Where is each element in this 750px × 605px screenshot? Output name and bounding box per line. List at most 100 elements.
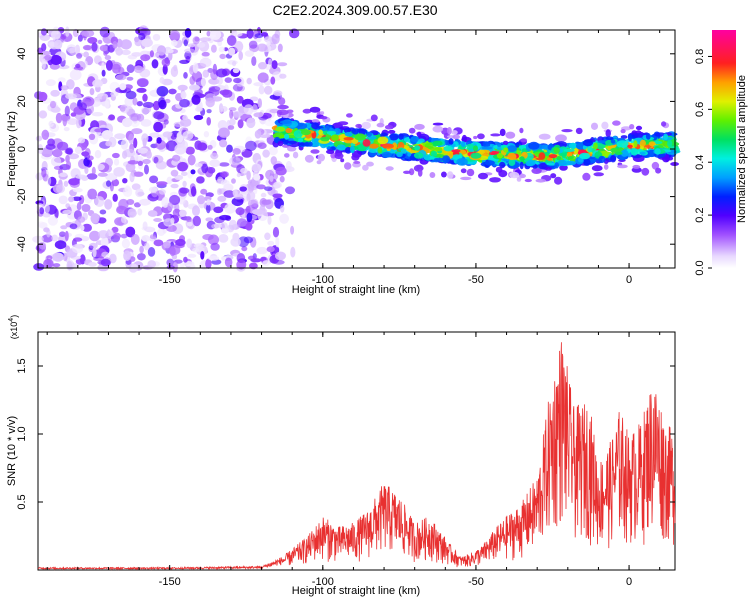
heatmap-cell: [519, 161, 524, 170]
heatmap-cell: [55, 112, 63, 124]
heatmap-cell: [108, 136, 117, 148]
heatmap-cell: [189, 76, 196, 85]
heatmap-cell: [205, 217, 214, 222]
heatmap-cell: [76, 202, 82, 211]
heatmap-cell: [54, 240, 67, 250]
heatmap-cell: [179, 59, 190, 64]
heatmap-cell: [545, 166, 552, 171]
heatmap-cell: [310, 149, 320, 154]
heatmap-cell: [134, 38, 143, 47]
heatmap-cell: [326, 149, 335, 154]
heatmap-cell: [41, 58, 47, 70]
heatmap-cell: [132, 97, 138, 106]
heatmap-cell: [137, 147, 149, 154]
heatmap-cell: [190, 186, 197, 197]
heatmap-cell: [89, 230, 101, 242]
heatmap-cell: [140, 50, 150, 55]
heatmap-cell: [284, 133, 290, 140]
snr-y-ticks: 0.5 1.0 1.5: [16, 358, 675, 510]
heatmap-cell: [56, 184, 65, 194]
heatmap-cell: [447, 171, 454, 179]
heatmap-cell: [579, 152, 591, 160]
heatmap-cell: [285, 127, 293, 134]
y-tick-label: 0.5: [16, 494, 28, 509]
x-tick-label: -100: [312, 576, 334, 588]
heatmap-cell: [654, 148, 661, 155]
heatmap-cell: [346, 113, 353, 118]
heatmap-cell: [174, 174, 184, 181]
heatmap-cell: [298, 138, 304, 143]
heatmap-cell: [113, 232, 121, 240]
heatmap-cell: [603, 164, 609, 170]
heatmap-cell: [206, 117, 211, 126]
heatmap-cell: [149, 132, 160, 138]
heatmap-cell: [414, 123, 425, 130]
heatmap-cell: [573, 148, 579, 154]
heatmap-cell: [87, 188, 98, 200]
heatmap-cell: [206, 30, 211, 37]
heatmap-cell: [237, 119, 244, 129]
heatmap-cell: [311, 122, 320, 130]
heatmap-cell: [408, 168, 415, 176]
heatmap-cell: [258, 111, 263, 117]
heatmap-cell: [226, 35, 237, 46]
heatmap-cell: [149, 175, 159, 184]
heatmap-cell: [69, 69, 82, 81]
heatmap-cell: [441, 171, 447, 178]
heatmap-cell: [655, 167, 662, 174]
heatmap-cell: [396, 151, 403, 158]
heatmap-cell: [442, 155, 451, 163]
spectrogram-y-label: Frequency (Hz): [6, 111, 18, 187]
heatmap-cell: [227, 125, 235, 130]
heatmap-cell: [50, 89, 60, 97]
heatmap-cell: [139, 245, 144, 254]
heatmap-cell: [206, 203, 211, 214]
heatmap-cell: [243, 236, 254, 244]
heatmap-cell: [229, 109, 234, 119]
heatmap-cell: [156, 45, 167, 56]
heatmap-cell: [187, 253, 197, 258]
heatmap-cell: [266, 246, 275, 253]
heatmap-cell: [182, 130, 194, 141]
heatmap-cell: [179, 187, 190, 194]
heatmap-cell: [183, 39, 188, 47]
heatmap-cell: [50, 156, 62, 167]
heatmap-cell: [92, 97, 101, 108]
heatmap-cell: [413, 152, 424, 159]
heatmap-cell: [63, 127, 70, 132]
heatmap-cell: [120, 233, 128, 239]
heatmap-cell: [244, 50, 254, 57]
heatmap-cell: [179, 98, 190, 108]
heatmap-cell: [96, 163, 105, 171]
heatmap-cell: [620, 149, 629, 157]
heatmap-cell: [50, 30, 61, 40]
heatmap-cell: [206, 109, 212, 114]
x-tick-label: -50: [468, 576, 484, 588]
snr-y-multiplier: (x104): [8, 315, 19, 339]
heatmap-cell: [554, 176, 563, 185]
heatmap-cell: [187, 221, 193, 227]
heatmap-cell: [153, 156, 159, 164]
heatmap-cell: [275, 236, 280, 248]
heatmap-cell: [97, 217, 107, 224]
heatmap-cell: [104, 199, 113, 210]
heatmap-cell: [314, 138, 320, 146]
heatmap-cell: [307, 141, 313, 147]
heatmap-cell: [169, 194, 181, 206]
heatmap-cell: [180, 91, 187, 99]
heatmap-cell: [320, 136, 330, 142]
heatmap-cell: [269, 175, 274, 182]
heatmap-cell: [72, 188, 83, 193]
heatmap-cell: [452, 134, 461, 140]
y-tick-label: 1.0: [16, 426, 28, 441]
heatmap-cell: [168, 245, 181, 255]
heatmap-cell: [66, 44, 77, 54]
heatmap-cell: [94, 196, 105, 207]
heatmap-cell: [192, 36, 200, 45]
heatmap-cell: [496, 152, 503, 159]
heatmap-cell: [166, 176, 173, 185]
heatmap-cell: [201, 51, 210, 57]
heatmap-cell: [587, 145, 593, 153]
heatmap-cell: [208, 255, 220, 261]
heatmap-cell: [201, 163, 209, 174]
